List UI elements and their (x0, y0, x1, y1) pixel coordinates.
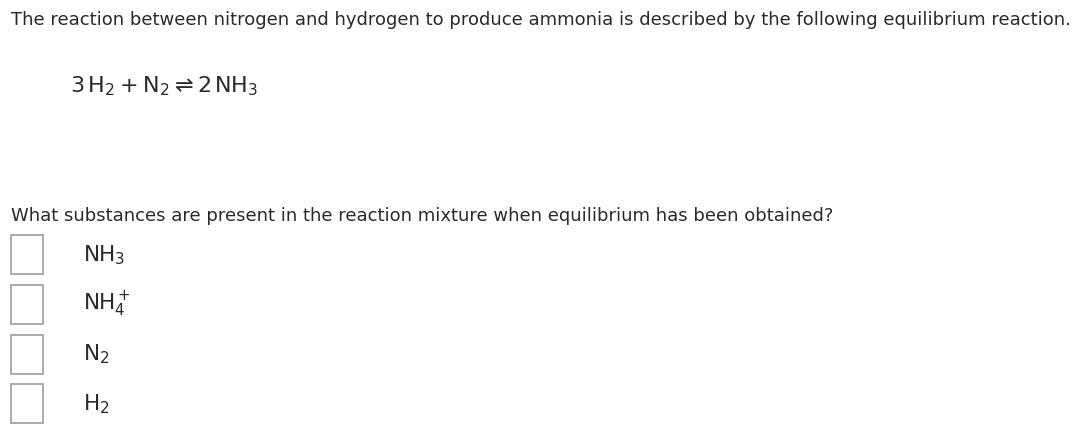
Text: NH$_3$: NH$_3$ (83, 243, 125, 267)
Text: What substances are present in the reaction mixture when equilibrium has been ob: What substances are present in the react… (11, 207, 834, 226)
Text: H$_2$: H$_2$ (83, 392, 110, 416)
Bar (11, 384, 43, 423)
Text: $3\,\mathsf{H}_2 + \mathsf{N}_2 \rightleftharpoons 2\,\mathsf{NH}_3$: $3\,\mathsf{H}_2 + \mathsf{N}_2 \rightle… (70, 75, 258, 98)
Bar (11, 235, 43, 274)
Text: NH$_4^+$: NH$_4^+$ (83, 290, 130, 319)
Bar (11, 335, 43, 374)
Text: N$_2$: N$_2$ (83, 343, 110, 366)
Text: The reaction between nitrogen and hydrogen to produce ammonia is described by th: The reaction between nitrogen and hydrog… (11, 11, 1071, 29)
Bar (11, 285, 43, 324)
